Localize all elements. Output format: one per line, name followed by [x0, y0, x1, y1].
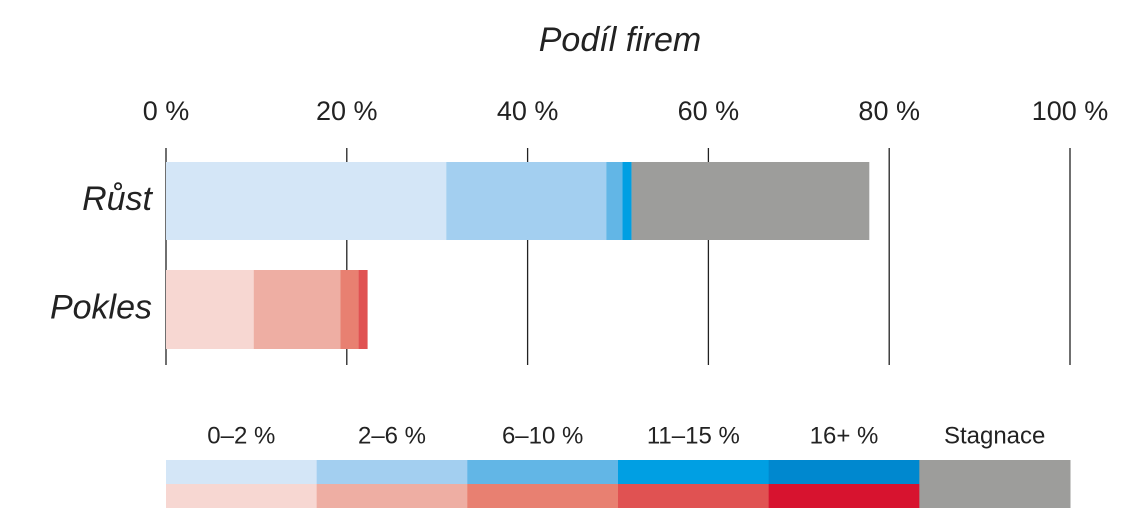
x-tick-label: 40 %: [497, 96, 559, 126]
legend-swatch: [467, 484, 619, 508]
bar-segment: [358, 270, 368, 349]
legend-label: 2–6 %: [358, 422, 426, 449]
bar-segment: [340, 270, 359, 349]
x-tick-label: 20 %: [316, 96, 378, 126]
legend-swatch: [919, 484, 1071, 508]
bar-segment: [606, 162, 623, 240]
legend-swatch: [316, 460, 468, 484]
bar-segment: [446, 162, 607, 240]
legend-swatch: [166, 460, 318, 484]
bar-segment: [622, 162, 632, 240]
legend-swatch: [316, 484, 468, 508]
legend-swatch: [768, 484, 920, 508]
x-tick-label: 60 %: [678, 96, 740, 126]
x-tick-label: 80 %: [858, 96, 920, 126]
legend-swatch: [166, 484, 318, 508]
axis-label: Podíl firem: [539, 21, 702, 59]
category-label: Pokles: [50, 288, 152, 326]
legend-label: 11–15 %: [647, 422, 740, 449]
x-tick-label: 100 %: [1032, 96, 1109, 126]
bar-segment: [166, 270, 254, 349]
x-tick-label: 0 %: [143, 96, 190, 126]
bar-segment: [253, 270, 341, 349]
legend-label: 0–2 %: [207, 422, 275, 449]
legend-swatch: [618, 484, 770, 508]
legend-label: 6–10 %: [502, 422, 583, 449]
bar-segment: [166, 162, 447, 240]
legend-swatch: [467, 460, 619, 484]
legend-swatch: [618, 460, 770, 484]
legend-label: Stagnace: [944, 422, 1045, 449]
legend-swatch: [768, 460, 920, 484]
legend-swatch: [919, 460, 1071, 484]
bar-segment: [631, 162, 870, 240]
legend-label: 16+ %: [810, 422, 879, 449]
category-label: Růst: [82, 180, 153, 218]
